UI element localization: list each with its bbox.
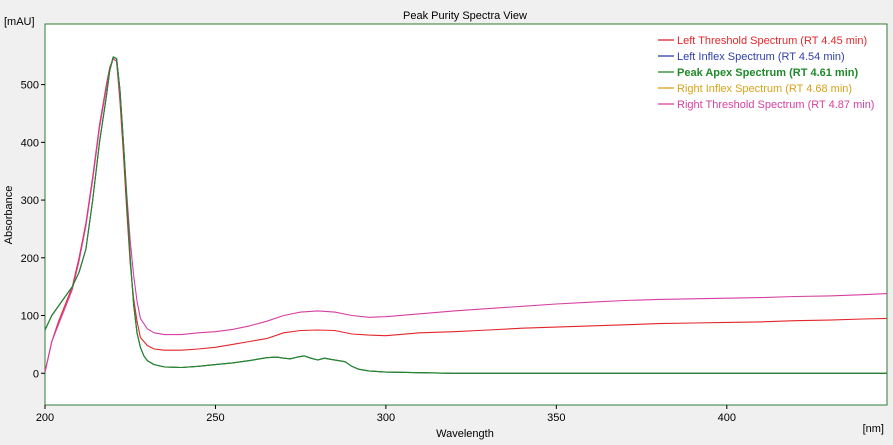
legend-entry[interactable]: Left Threshold Spectrum (RT 4.45 min) [677, 35, 867, 47]
y-tick-label: 400 [21, 137, 39, 149]
x-tick-label: 200 [36, 412, 54, 424]
y-tick-label: 0 [33, 368, 39, 380]
series-line-2[interactable] [44, 56, 887, 374]
series-line-4[interactable] [44, 58, 888, 373]
x-axis-label: Wavelength [436, 428, 494, 440]
x-tick-label: 250 [206, 412, 224, 424]
x-tick-label: 300 [377, 412, 395, 424]
x-tick-label: 400 [718, 412, 736, 424]
x-axis-ticks: 200 250 300 350 400 [36, 405, 736, 424]
y-tick-label: 200 [21, 253, 39, 265]
series-lines [44, 56, 888, 374]
legend-entry[interactable]: Left Inflex Spectrum (RT 4.54 min) [677, 51, 845, 63]
legend[interactable]: Left Threshold Spectrum (RT 4.45 min) Lef… [658, 35, 874, 111]
chart-title: Peak Purity Spectra View [403, 10, 527, 22]
x-axis-unit: [nm] [863, 423, 884, 435]
y-axis-label: Absorbance [3, 186, 15, 245]
y-tick-label: 100 [21, 311, 39, 323]
y-tick-label: 300 [21, 195, 39, 207]
plot-area[interactable] [44, 23, 888, 406]
legend-entry[interactable]: Right Inflex Spectrum (RT 4.68 min) [677, 83, 852, 95]
y-axis-ticks: 0 100 200 300 400 500 [21, 80, 45, 380]
legend-entry[interactable]: Peak Apex Spectrum (RT 4.61 min) [677, 67, 858, 79]
legend-entry[interactable]: Right Threshold Spectrum (RT 4.87 min) [677, 99, 874, 111]
y-tick-label: 500 [21, 80, 39, 92]
y-axis-unit: [mAU] [4, 16, 35, 28]
x-tick-label: 350 [547, 412, 565, 424]
